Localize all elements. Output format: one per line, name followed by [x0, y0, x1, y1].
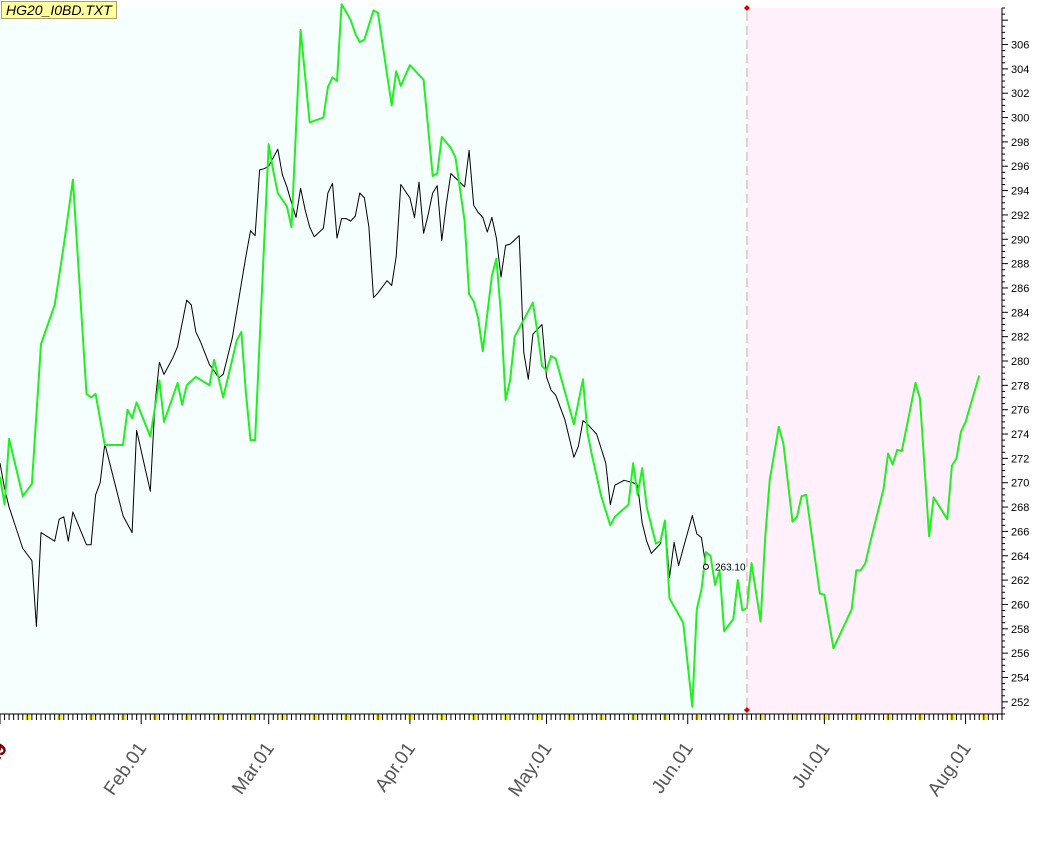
y-tick-label: 278	[1011, 380, 1029, 392]
file-name-label: HG20_I0BD.TXT	[1, 1, 117, 19]
y-tick-label: 276	[1011, 405, 1029, 417]
y-tick-label: 266	[1011, 526, 1029, 538]
y-tick-label: 268	[1011, 502, 1029, 514]
y-axis: 252 254 256 258 260 262 264 266 268 270 272 274 276 2…	[1001, 7, 1029, 715]
y-tick-label: 272	[1011, 453, 1029, 465]
y-tick-label: 290	[1011, 234, 1029, 246]
y-tick-label: 252	[1011, 697, 1029, 709]
y-tick-label: 258	[1011, 624, 1029, 636]
y-tick-label: 300	[1011, 113, 1029, 125]
x-tick-label: Jun.01	[648, 739, 698, 798]
last-value-label: 263.10	[715, 563, 746, 574]
y-tick-label: 286	[1011, 283, 1029, 295]
y-tick-label: 298	[1011, 137, 1029, 149]
divider-bottom-marker	[743, 707, 750, 713]
last-value-marker: 263.10	[702, 5, 750, 713]
price-series-line	[0, 148, 707, 627]
y-tick-label: 270	[1011, 478, 1029, 490]
y-tick-label: 274	[1011, 429, 1029, 441]
x-tick-label: Jul.01	[788, 739, 834, 793]
forecast-background	[746, 8, 1002, 714]
y-tick-label: 294	[1011, 186, 1029, 198]
y-tick-label: 306	[1011, 40, 1029, 52]
y-tick-label: 280	[1011, 356, 1029, 368]
forecast-series-line	[0, 3, 981, 708]
x-tick-label: Apr.01	[371, 739, 420, 796]
x-axis: 2019 Feb.01 Mar.01 Apr.01 May.01 Jun.01 Jul.01…	[0, 713, 1003, 801]
series-layer	[0, 3, 981, 708]
last-value-dot	[702, 563, 709, 570]
y-tick-label: 304	[1011, 64, 1029, 76]
y-tick-label: 282	[1011, 332, 1029, 344]
x-tick-label: Aug.01	[924, 739, 976, 800]
x-tick-label: Mar.01	[228, 739, 279, 799]
y-tick-label: 262	[1011, 575, 1029, 587]
y-tick-label: 264	[1011, 551, 1029, 563]
y-tick-label: 254	[1011, 672, 1029, 684]
y-tick-label: 260	[1011, 599, 1029, 611]
y-tick-label: 292	[1011, 210, 1029, 222]
x-tick-label: 2019	[0, 738, 12, 787]
x-tick-label: Feb.01	[100, 739, 151, 800]
y-tick-label: 296	[1011, 161, 1029, 173]
y-tick-label: 256	[1011, 648, 1029, 660]
y-tick-label: 302	[1011, 88, 1029, 100]
x-tick-label: May.01	[504, 739, 556, 801]
divider-top-marker	[743, 5, 750, 11]
y-tick-label: 288	[1011, 259, 1029, 271]
history-background	[0, 8, 747, 714]
y-tick-label: 284	[1011, 307, 1029, 319]
